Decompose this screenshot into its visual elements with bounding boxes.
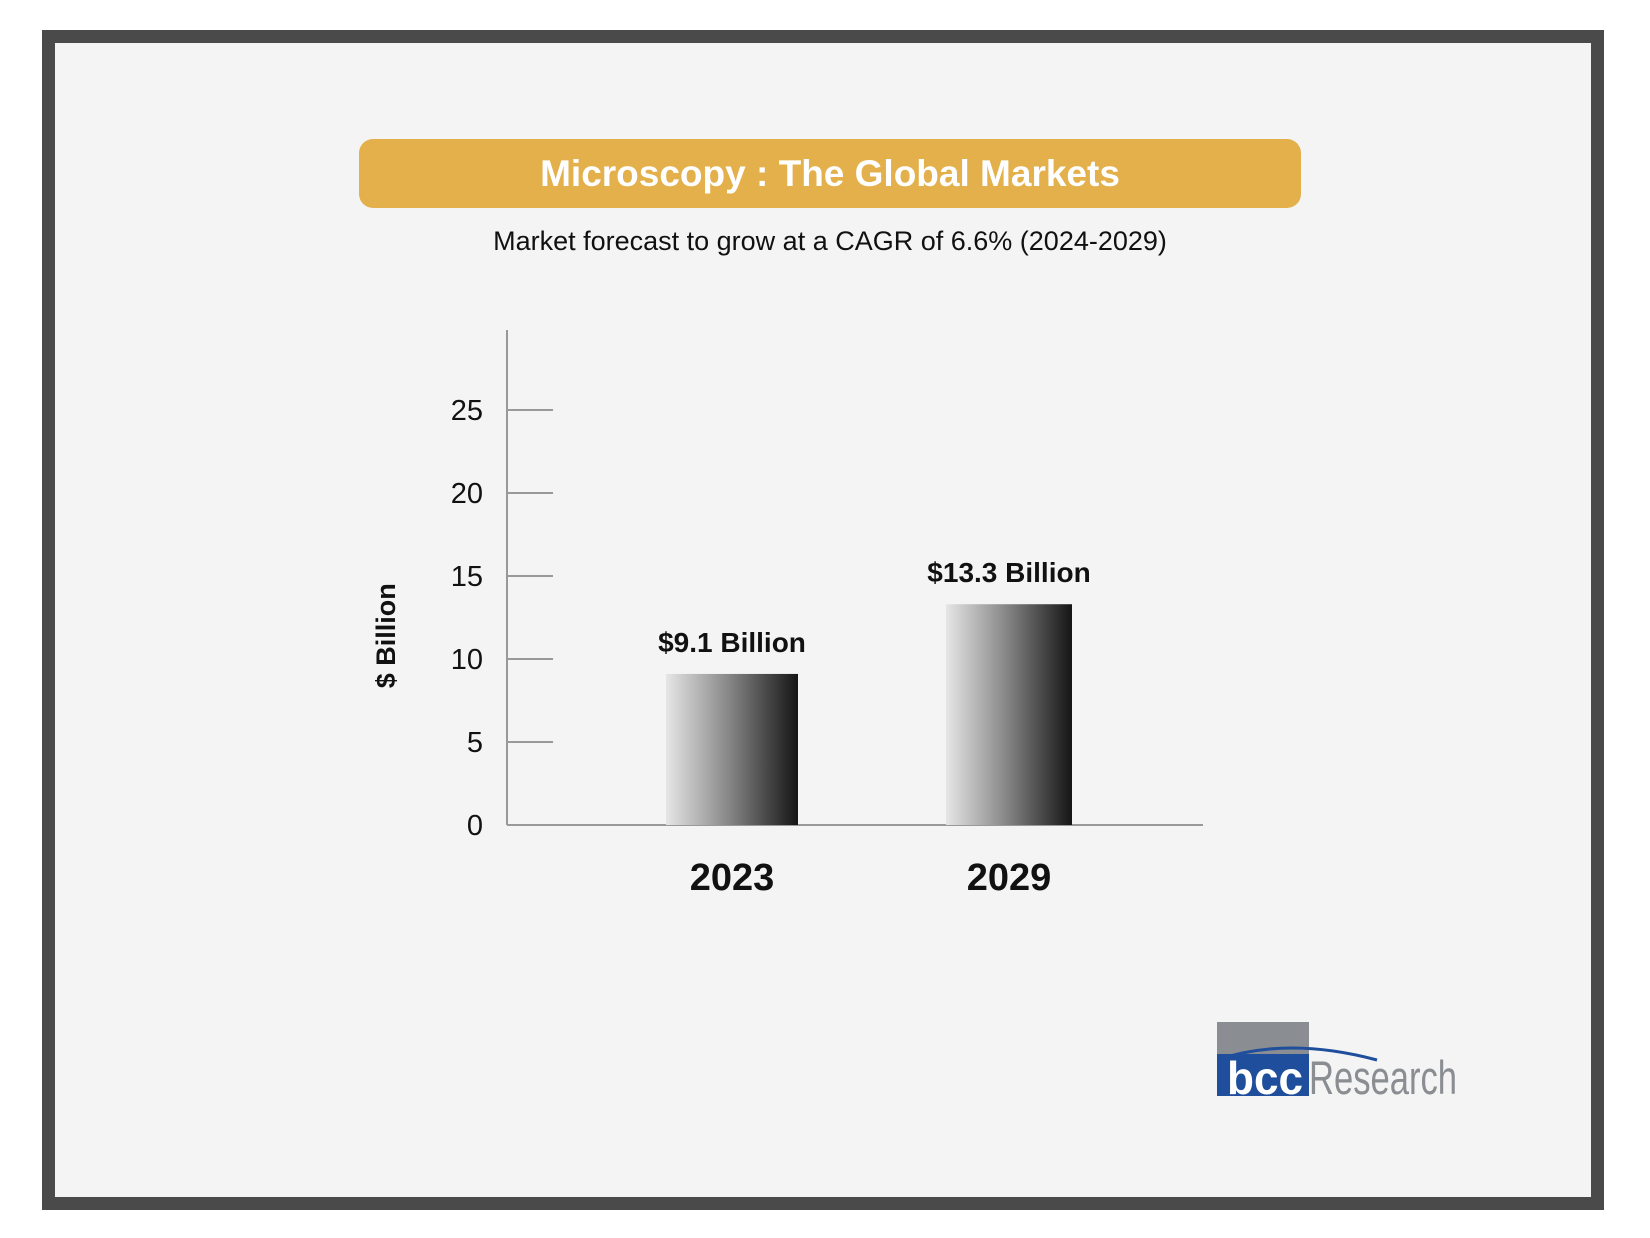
logo-research-text: Research [1309,1051,1457,1104]
y-tick-label: 5 [467,727,483,759]
title-banner: Microscopy : The Global Markets [359,139,1301,208]
bcc-research-logo: bcc Research [1217,1022,1457,1104]
bar [666,673,798,825]
y-tick-label: 15 [451,561,483,593]
logo-blue-block [1217,1054,1309,1096]
chart-subtitle: Market forecast to grow at a CAGR of 6.6… [493,226,1167,256]
bar [946,604,1072,825]
chart-frame: Microscopy : The Global Markets Market f… [42,30,1604,1210]
y-tick-label: 0 [467,810,483,842]
logo-swoosh [1217,1046,1378,1062]
x-category-label: 2023 [690,857,775,899]
y-axis-title: $ Billion [371,583,401,688]
chart-title: Microscopy : The Global Markets [540,152,1120,194]
x-category-label: 2029 [967,857,1052,899]
bar-value-label: $9.1 Billion [658,627,806,658]
bar-chart: 0 5 10 15 20 25 $ Billion $9.1 Billion 2023 $13.… [371,330,1203,899]
bar-value-label: $13.3 Billion [927,557,1090,588]
logo-bcc-text: bcc [1227,1052,1303,1104]
y-tick-label: 20 [451,478,483,510]
y-tick-label: 10 [451,644,483,676]
y-tick-label: 25 [451,395,483,427]
